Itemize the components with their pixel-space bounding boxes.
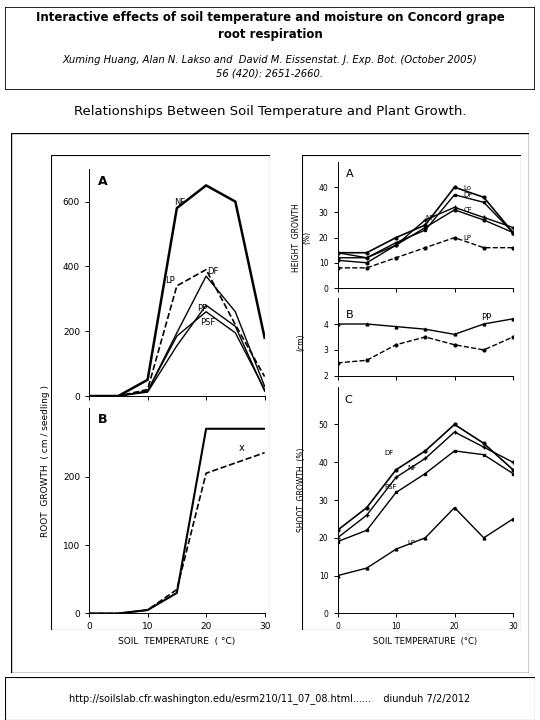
Text: CF: CF — [463, 207, 472, 213]
Text: Relationships Between Soil Temperature and Plant Growth.: Relationships Between Soil Temperature a… — [74, 105, 466, 118]
X-axis label: SOIL TEMPERATURE  (°C): SOIL TEMPERATURE (°C) — [373, 637, 477, 646]
Text: DF: DF — [207, 268, 219, 276]
FancyBboxPatch shape — [51, 155, 270, 630]
Text: Interactive effects of soil temperature and moisture on Concord grape
root respi: Interactive effects of soil temperature … — [36, 12, 504, 41]
Text: NF: NF — [408, 465, 417, 471]
Text: LP: LP — [165, 276, 175, 284]
Text: (cm): (cm) — [297, 333, 306, 351]
Text: DF: DF — [463, 192, 472, 198]
Text: PP: PP — [197, 304, 207, 313]
Text: A: A — [346, 169, 354, 179]
Text: Lo: Lo — [463, 185, 471, 191]
Text: NF: NF — [426, 215, 435, 221]
Text: http://soilslab.cfr.washington.edu/esrm210/11_07_08.html......    diunduh 7/2/20: http://soilslab.cfr.washington.edu/esrm2… — [69, 693, 471, 704]
Text: C: C — [345, 395, 352, 405]
Text: SHOOT  GROWTH  (%): SHOOT GROWTH (%) — [297, 447, 306, 532]
Text: HEIGHT  GROWTH
(%): HEIGHT GROWTH (%) — [292, 203, 311, 272]
Text: B: B — [346, 310, 354, 320]
Text: B: B — [98, 413, 107, 426]
Text: PSF: PSF — [200, 318, 215, 328]
Text: ROOT  GROWTH  ( cm / seedling ): ROOT GROWTH ( cm / seedling ) — [42, 384, 50, 537]
Text: PP: PP — [482, 313, 491, 322]
Text: LP: LP — [408, 541, 416, 546]
Text: NF: NF — [174, 198, 185, 207]
FancyBboxPatch shape — [5, 7, 535, 90]
Text: DF: DF — [384, 450, 394, 456]
Text: LP: LP — [463, 235, 471, 241]
Text: A: A — [98, 175, 107, 188]
Text: x: x — [238, 444, 244, 454]
FancyBboxPatch shape — [5, 677, 535, 720]
X-axis label: SOIL  TEMPERATURE  ( °C): SOIL TEMPERATURE ( °C) — [118, 637, 235, 646]
Text: Xuming Huang, Alan N. Lakso and  David M. Eissenstat. J. Exp. Bot. (October 2005: Xuming Huang, Alan N. Lakso and David M.… — [63, 55, 477, 78]
FancyBboxPatch shape — [302, 155, 521, 630]
Text: PSF: PSF — [384, 484, 397, 490]
FancyBboxPatch shape — [11, 133, 529, 673]
